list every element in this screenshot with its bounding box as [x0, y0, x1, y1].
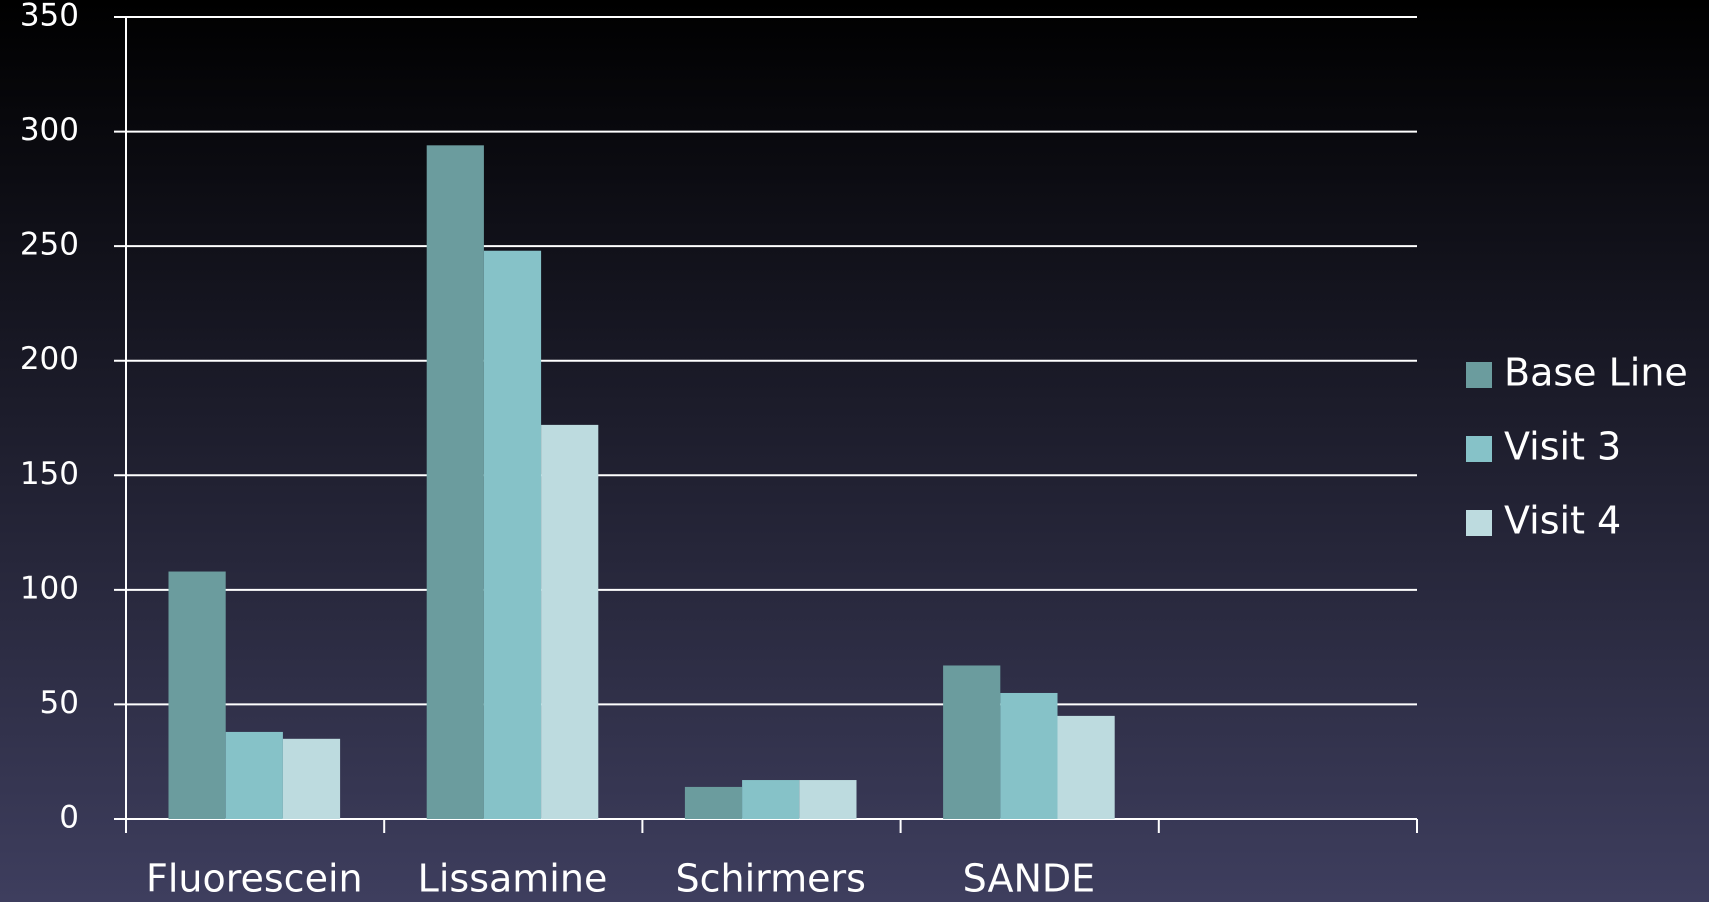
x-tick-label: Schirmers — [675, 857, 865, 901]
legend-label: Visit 3 — [1504, 425, 1621, 469]
y-tick-label: 100 — [20, 570, 79, 606]
y-tick-label: 150 — [20, 456, 79, 492]
y-tick-label: 200 — [20, 341, 79, 377]
bar — [1057, 715, 1115, 819]
bar — [541, 424, 599, 819]
bar — [1000, 692, 1058, 819]
x-tick-label: Lissamine — [418, 857, 608, 901]
legend-label: Base Line — [1504, 351, 1688, 395]
legend-swatch — [1466, 436, 1492, 462]
y-tick-label: 50 — [40, 685, 79, 721]
bar — [426, 145, 484, 819]
x-tick-label: SANDE — [963, 857, 1096, 901]
bar — [684, 786, 743, 819]
legend-label: Visit 4 — [1504, 499, 1621, 543]
y-tick-label: 300 — [20, 112, 79, 148]
bar — [168, 571, 226, 819]
bar — [225, 731, 283, 819]
y-tick-label: 0 — [59, 800, 79, 836]
legend-swatch — [1466, 362, 1492, 388]
legend-swatch — [1466, 510, 1492, 536]
bar — [483, 250, 542, 819]
bar — [742, 780, 800, 819]
bar — [943, 665, 1001, 819]
y-tick-label: 250 — [20, 227, 79, 263]
x-tick-label: Fluorescein — [146, 857, 363, 901]
y-tick-label: 350 — [20, 0, 79, 34]
bar — [282, 738, 341, 819]
bar — [799, 780, 857, 819]
